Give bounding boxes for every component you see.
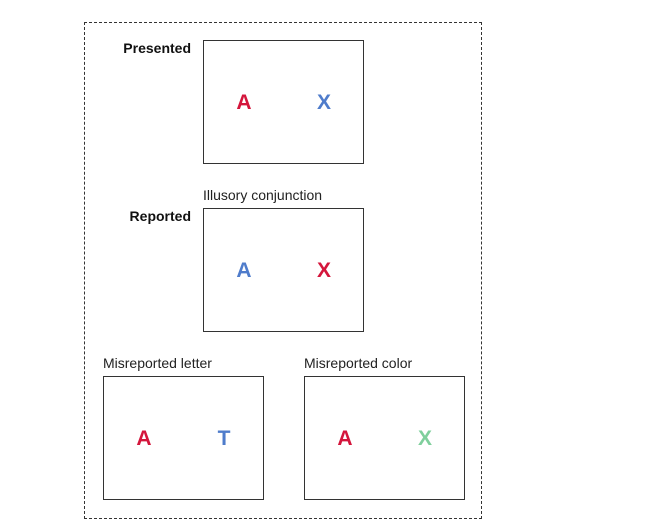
- illusory-conjunction-caption: Illusory conjunction: [203, 187, 323, 203]
- misreported-color-panel: A X: [304, 376, 465, 500]
- panel-letter: A: [337, 427, 353, 450]
- panel-letter: A: [236, 259, 252, 282]
- panel-letter: X: [316, 91, 331, 114]
- panel-letter: T: [217, 427, 231, 450]
- reported-label: Reported: [129, 208, 191, 224]
- panel-letter: A: [136, 427, 152, 450]
- panel-letter: A: [236, 91, 252, 114]
- presented-label: Presented: [123, 40, 191, 56]
- presented-panel: A X: [203, 40, 364, 164]
- panel-letter: X: [417, 427, 432, 450]
- misreported-letter-panel: A T: [103, 376, 264, 500]
- diagram-frame: [84, 22, 482, 519]
- panel-letter: X: [316, 259, 331, 282]
- misreported-letter-caption: Misreported letter: [103, 355, 212, 371]
- illusory-conjunction-panel: A X: [203, 208, 364, 332]
- misreported-color-caption: Misreported color: [304, 355, 413, 371]
